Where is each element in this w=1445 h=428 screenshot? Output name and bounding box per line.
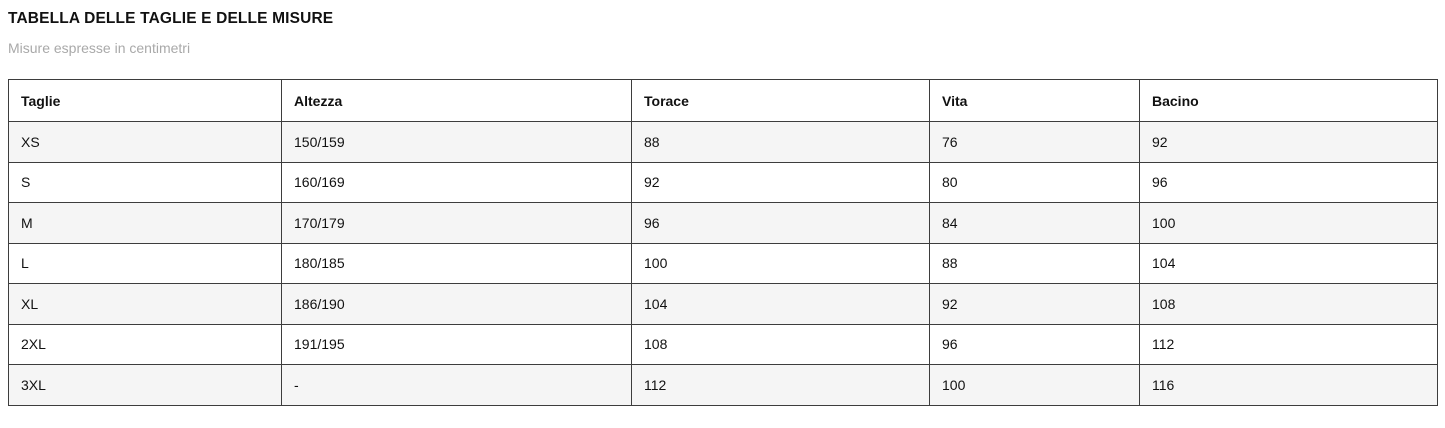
cell-bacino: 96 (1139, 161, 1438, 203)
cell-taglie: 3XL (8, 364, 282, 406)
page-subtitle: Misure espresse in centimetri (8, 40, 191, 56)
cell-bacino: 108 (1139, 283, 1438, 325)
cell-altezza: 170/179 (281, 202, 632, 244)
cell-vita: 100 (929, 364, 1140, 406)
cell-vita: 80 (929, 161, 1140, 203)
cell-bacino: 100 (1139, 202, 1438, 244)
table-header: Taglie Altezza Torace Vita Bacino (8, 79, 1438, 122)
cell-torace: 108 (631, 323, 930, 365)
cell-bacino: 104 (1139, 242, 1438, 284)
table-row: L 180/185 100 88 104 (8, 242, 1438, 284)
column-header-taglie: Taglie (8, 79, 282, 122)
cell-vita: 76 (929, 121, 1140, 163)
cell-altezza: 150/159 (281, 121, 632, 163)
cell-torace: 96 (631, 202, 930, 244)
column-header-altezza: Altezza (281, 79, 632, 122)
table-row: XL 186/190 104 92 108 (8, 283, 1438, 325)
cell-vita: 88 (929, 242, 1140, 284)
table-row: XS 150/159 88 76 92 (8, 121, 1438, 163)
table-body: XS 150/159 88 76 92 S 160/169 92 80 96 M… (8, 121, 1438, 406)
column-header-torace: Torace (631, 79, 930, 122)
cell-taglie: XS (8, 121, 282, 163)
cell-vita: 96 (929, 323, 1140, 365)
cell-torace: 104 (631, 283, 930, 325)
size-table-container: Taglie Altezza Torace Vita Bacino XS 150… (8, 79, 1438, 406)
table-row: 2XL 191/195 108 96 112 (8, 323, 1438, 365)
table-header-row: Taglie Altezza Torace Vita Bacino (8, 79, 1438, 122)
cell-torace: 88 (631, 121, 930, 163)
table-row: M 170/179 96 84 100 (8, 202, 1438, 244)
cell-taglie: XL (8, 283, 282, 325)
column-header-vita: Vita (929, 79, 1140, 122)
cell-taglie: 2XL (8, 323, 282, 365)
cell-torace: 112 (631, 364, 930, 406)
cell-vita: 84 (929, 202, 1140, 244)
page-title: TABELLA DELLE TAGLIE E DELLE MISURE (8, 10, 334, 27)
cell-taglie: M (8, 202, 282, 244)
table-row: S 160/169 92 80 96 (8, 161, 1438, 203)
cell-bacino: 116 (1139, 364, 1438, 406)
cell-bacino: 92 (1139, 121, 1438, 163)
size-measurements-table: Taglie Altezza Torace Vita Bacino XS 150… (8, 79, 1438, 406)
cell-altezza: 186/190 (281, 283, 632, 325)
heading-block: TABELLA DELLE TAGLIE E DELLE MISURE Misu… (0, 0, 1445, 57)
cell-bacino: 112 (1139, 323, 1438, 365)
cell-torace: 100 (631, 242, 930, 284)
cell-altezza: - (281, 364, 632, 406)
cell-torace: 92 (631, 161, 930, 203)
cell-altezza: 191/195 (281, 323, 632, 365)
cell-vita: 92 (929, 283, 1140, 325)
cell-altezza: 160/169 (281, 161, 632, 203)
table-row: 3XL - 112 100 116 (8, 364, 1438, 406)
cell-taglie: S (8, 161, 282, 203)
column-header-bacino: Bacino (1139, 79, 1438, 122)
cell-taglie: L (8, 242, 282, 284)
cell-altezza: 180/185 (281, 242, 632, 284)
